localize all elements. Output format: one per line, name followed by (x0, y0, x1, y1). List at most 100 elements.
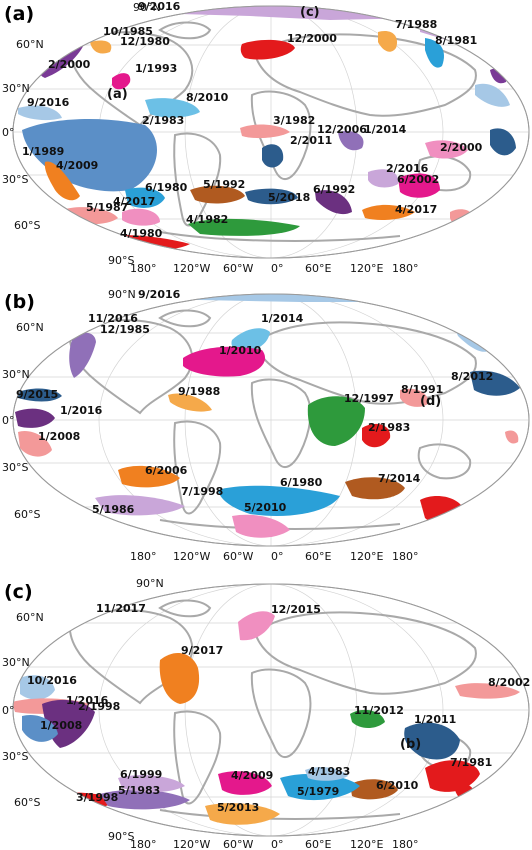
event-label: 2/1983 (368, 421, 410, 434)
event-label: 2/2011 (290, 134, 332, 147)
panel-b-lat-label: 90°N (108, 288, 136, 301)
panel-b-letter: (b) (4, 291, 35, 313)
panel-c-lat-label: 30°N (2, 656, 30, 669)
event-label: 6/2006 (145, 464, 188, 477)
event-label: 5/1992 (203, 178, 245, 191)
panel-a-lon-label: 60°E (305, 262, 331, 275)
panel-c-lon-label: 60°E (305, 838, 331, 850)
panel-b-lat-label: 60°S (14, 508, 40, 521)
event-label: 9/2016 (27, 96, 70, 109)
event-label: 9/2016 (138, 288, 181, 301)
event-label: 6/1999 (120, 768, 162, 781)
panel-b-lon-label: 120°W (173, 550, 210, 563)
event-label: 1/2008 (40, 719, 82, 732)
panel-b-lon-label: 120°E (350, 550, 383, 563)
event-label: 4/1980 (120, 227, 163, 240)
event-label: 8/1991 (401, 383, 443, 396)
event-label: 2/2000 (48, 58, 91, 71)
panel-a-marker-label: (a) (107, 87, 128, 102)
event-label: 9/1988 (178, 385, 220, 398)
event-label: 7/1988 (395, 18, 437, 31)
event-label: 12/2006 (317, 123, 367, 136)
event-label: 10/1985 (103, 25, 153, 38)
panel-c-lat-label: 60°S (14, 796, 40, 809)
event-label: 11/2012 (354, 704, 404, 717)
event-label: 10/2016 (27, 674, 77, 687)
event-label: 7/1981 (450, 756, 492, 769)
panel-a-letter: (a) (4, 3, 34, 25)
event-label: 1/2016 (66, 694, 109, 707)
panel-c-graticule (13, 584, 529, 836)
panel-c-lon-label: 120°W (173, 838, 210, 850)
panel-c-lon-label: 180° (392, 838, 419, 850)
event-label: 1/2016 (60, 404, 103, 417)
event-label: 1/1989 (22, 145, 64, 158)
panel-c-letter: (c) (4, 581, 33, 603)
event-label: 11/2017 (96, 602, 146, 615)
event-label: 12/2000 (287, 32, 337, 45)
event-label: 5/1987 (86, 201, 128, 214)
panel-a-lat-label: 30°N (2, 82, 30, 95)
panel-a-coastlines (68, 21, 477, 242)
panel-b-lon-label: 180° (392, 550, 419, 563)
panel-a-lat-label: 90°S (108, 254, 134, 267)
panel-c-lon-label: 180° (130, 838, 157, 850)
panel-a-lat-label: 30°S (2, 173, 28, 186)
event-label: 12/1985 (100, 323, 150, 336)
event-label: 5/2013 (217, 801, 259, 814)
event-label: 8/2002 (488, 676, 530, 689)
panel-a-marker-label: (c) (300, 5, 320, 20)
event-label: 4/1983 (308, 765, 350, 778)
event-label: 9/2017 (181, 644, 223, 657)
event-label: 9/2016 (138, 0, 181, 13)
panel-b-coastlines (68, 309, 477, 530)
panel-a: (a) 90°N 60°N 30°N 0° 30°S 60°S 90°S 180… (2, 0, 530, 275)
event-label: 12/2015 (271, 603, 321, 616)
event-label: 5/1979 (297, 785, 339, 798)
event-label: 4/1982 (186, 213, 228, 226)
panel-b-lat-label: 30°N (2, 368, 30, 381)
event-label: 5/1986 (92, 503, 135, 516)
event-label: 1/2014 (364, 123, 407, 136)
panel-c-lat-label: 90°S (108, 830, 134, 843)
panel-b-lat-label: 60°N (16, 321, 44, 334)
panel-c-lat-label: 30°S (2, 750, 28, 763)
panel-c-lat-label: 60°N (16, 611, 44, 624)
panel-c-lon-label: 120°E (350, 838, 383, 850)
panel-a-lon-label: 180° (392, 262, 419, 275)
event-label: 8/1981 (435, 34, 477, 47)
event-label: 4/2017 (113, 195, 155, 208)
event-label: 6/1980 (145, 181, 188, 194)
event-label: 4/2017 (395, 203, 437, 216)
event-label: 4/2009 (231, 769, 273, 782)
panel-b: (b) 90°N 60°N 30°N 0° 30°S 60°S 180° 120… (2, 288, 530, 563)
panel-b-lon-label: 180° (130, 550, 157, 563)
event-label: 5/2010 (244, 501, 287, 514)
event-label: 5/1983 (118, 784, 160, 797)
event-label: 9/2015 (16, 388, 58, 401)
event-label: 1/2010 (219, 344, 262, 357)
event-label: 7/1998 (181, 485, 223, 498)
panel-b-lon-label: 60°W (223, 550, 253, 563)
panel-b-lat-label: 0° (2, 414, 15, 427)
event-label: 12/1997 (344, 392, 394, 405)
panel-c-marker-label: (b) (400, 737, 421, 752)
event-label: 6/2002 (397, 173, 439, 186)
panel-c-lon-label: 60°W (223, 838, 253, 850)
event-label: 2/1983 (142, 114, 184, 127)
panel-b-marker-label: (d) (420, 394, 441, 409)
event-label: 7/2014 (378, 472, 421, 485)
event-label: 6/1980 (280, 476, 323, 489)
event-label: 1/2014 (261, 312, 304, 325)
event-label: 8/2012 (451, 370, 493, 383)
event-label: 3/1998 (76, 791, 118, 804)
panel-a-lon-label: 120°W (173, 262, 210, 275)
panel-a-lat-label: 60°S (14, 219, 40, 232)
panel-a-lon-label: 60°W (223, 262, 253, 275)
panel-c-lat-label: 0° (2, 704, 15, 717)
panel-a-map (13, 6, 529, 258)
event-label: 2/1998 (78, 700, 120, 713)
event-label: 5/2018 (268, 191, 310, 204)
event-label: 1/2008 (38, 430, 80, 443)
event-label: 4/2009 (56, 159, 98, 172)
